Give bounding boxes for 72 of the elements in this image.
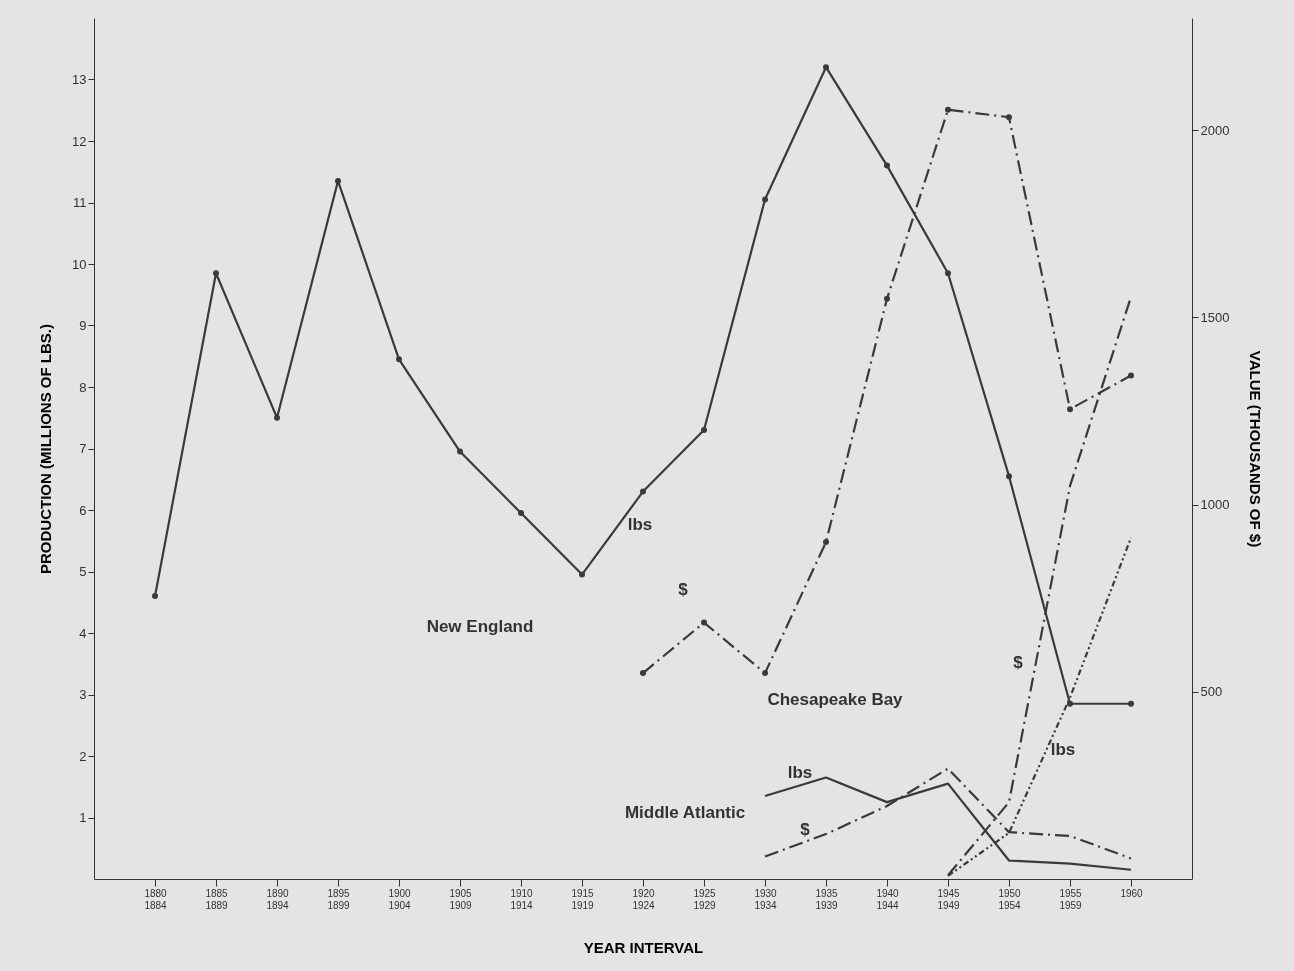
point [1067,700,1073,707]
point [1128,700,1134,707]
annotation: lbs [627,515,653,534]
point [945,270,951,277]
annotation: Middle Atlantic [624,803,746,822]
point [762,670,768,677]
x-tick-label: 1940 1944 [876,887,900,911]
y2-tick-label: 1000 [1200,497,1230,513]
annotation: lbs [787,763,813,782]
point [762,196,768,203]
x-tick-label: 1920 1924 [632,887,656,911]
point [213,270,219,277]
y-tick-label: 7 [79,441,87,456]
y-tick-label: 8 [79,379,87,395]
y-tick-label: 2 [79,748,87,764]
y-tick-label: 9 [79,318,87,333]
point [1128,372,1134,379]
point [945,106,951,113]
point [823,539,829,546]
y2-tick-label: 2000 [1200,122,1230,138]
point [823,64,829,71]
y2-tick-label: 500 [1200,684,1223,700]
point [518,510,524,517]
point [396,356,402,363]
x-tick-label: 1900 1904 [388,887,412,911]
annotation: $ [1013,653,1024,672]
y2-axis-title: VALUE (THOUSANDS OF $) [1247,350,1265,548]
y-tick-label: 1 [79,810,87,825]
point [701,619,707,626]
point [640,488,646,495]
point [579,571,585,578]
point [1067,406,1073,413]
y-tick-label: 3 [79,687,87,702]
y-tick-label: 5 [79,564,87,579]
y-tick-label: 4 [79,625,87,641]
annotation: Chesapeake Bay [767,690,904,709]
x-tick-label: 1915 1919 [571,887,595,911]
annotation: $ [678,580,689,599]
annotation: lbs [1050,740,1076,759]
point [335,177,341,184]
x-axis-title: YEAR INTERVAL [583,938,704,956]
y-tick-label: 11 [73,195,87,210]
point [457,448,463,455]
point [884,295,890,302]
y2-tick-label: 1500 [1200,309,1230,325]
x-tick-label: 1945 1949 [937,887,961,911]
point [701,427,707,434]
point [274,414,280,421]
annotation: $ [800,820,811,839]
point [1006,114,1012,121]
y-tick-label: 13 [72,72,87,87]
point [640,670,646,677]
x-tick-label: 1955 1959 [1059,887,1083,911]
y-axis-title: PRODUCTION (MILLIONS OF LBS.) [37,324,55,574]
x-tick-label: 1950 1954 [998,887,1022,911]
y-tick-label: 10 [72,256,87,272]
x-tick-label: 1885 1889 [205,887,229,911]
y-tick-label: 12 [72,133,87,149]
x-tick-label: 1905 1909 [449,887,473,911]
x-tick-label: 1960 [1120,887,1144,899]
y-tick-label: 6 [79,502,87,518]
point [152,593,158,600]
x-tick-label: 1935 1939 [815,887,839,911]
x-tick-label: 1910 1914 [510,887,534,911]
x-tick-label: 1895 1899 [327,887,351,911]
point [884,162,890,169]
x-tick-label: 1890 1894 [266,887,290,911]
x-tick-label: 1930 1934 [754,887,778,911]
x-tick-label: 1880 1884 [144,887,168,911]
x-tick-label: 1925 1929 [693,887,717,911]
point [1006,473,1012,480]
annotation: New England [426,617,534,636]
